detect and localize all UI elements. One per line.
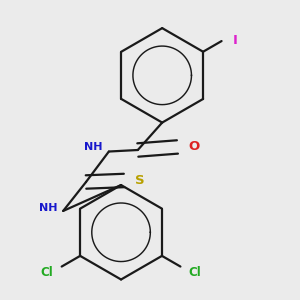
- Text: O: O: [189, 140, 200, 154]
- Text: S: S: [134, 174, 144, 187]
- Text: Cl: Cl: [189, 266, 201, 279]
- Text: Cl: Cl: [41, 266, 53, 279]
- Text: NH: NH: [39, 203, 57, 213]
- Text: NH: NH: [84, 142, 103, 152]
- Text: I: I: [232, 34, 237, 47]
